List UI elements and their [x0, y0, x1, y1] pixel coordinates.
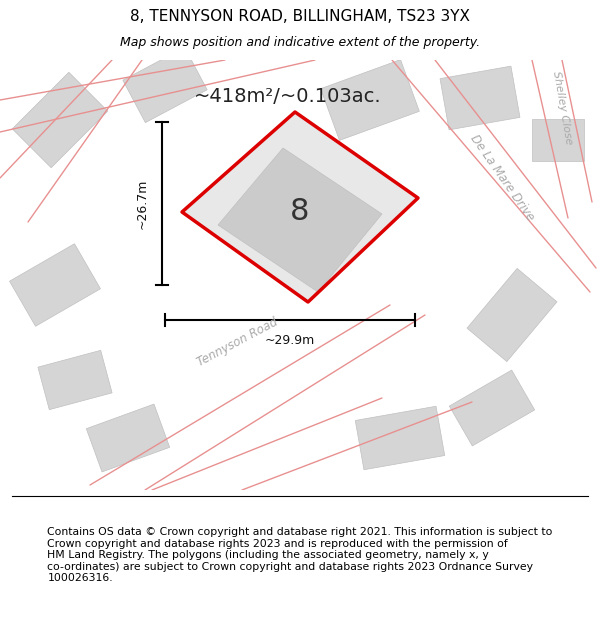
Polygon shape: [38, 351, 112, 409]
Polygon shape: [532, 119, 584, 161]
Polygon shape: [218, 148, 382, 292]
Polygon shape: [449, 370, 535, 446]
Polygon shape: [355, 406, 445, 470]
Text: ~26.7m: ~26.7m: [136, 178, 149, 229]
Polygon shape: [440, 66, 520, 130]
Polygon shape: [12, 72, 108, 168]
Polygon shape: [467, 268, 557, 362]
Text: ~418m²/~0.103ac.: ~418m²/~0.103ac.: [194, 88, 382, 106]
Text: 8, TENNYSON ROAD, BILLINGHAM, TS23 3YX: 8, TENNYSON ROAD, BILLINGHAM, TS23 3YX: [130, 9, 470, 24]
Text: 8: 8: [290, 198, 310, 226]
Text: Shelley Close: Shelley Close: [551, 71, 574, 146]
Text: Contains OS data © Crown copyright and database right 2021. This information is : Contains OS data © Crown copyright and d…: [47, 527, 553, 583]
Text: Map shows position and indicative extent of the property.: Map shows position and indicative extent…: [120, 36, 480, 49]
Text: ~29.9m: ~29.9m: [265, 334, 315, 346]
Text: De La Mare Drive: De La Mare Drive: [467, 132, 536, 224]
Polygon shape: [10, 244, 100, 326]
Polygon shape: [182, 112, 418, 302]
Polygon shape: [86, 404, 170, 472]
Polygon shape: [123, 48, 207, 122]
Polygon shape: [320, 59, 419, 141]
Text: Tennyson Road: Tennyson Road: [196, 315, 281, 369]
